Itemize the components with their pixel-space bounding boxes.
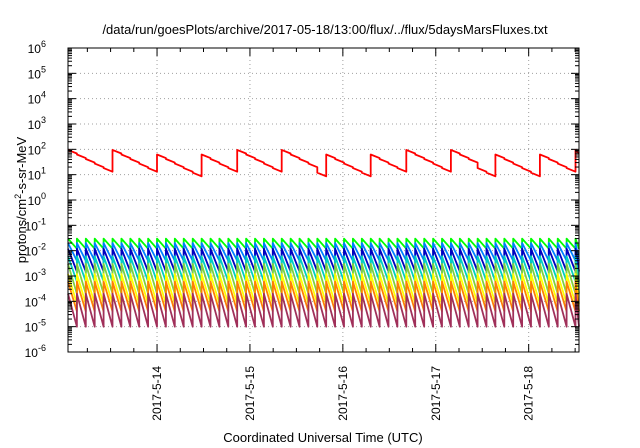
x-tick-label: 2017-5-17 <box>429 366 443 421</box>
y-tick-label-base: 10 <box>28 67 42 81</box>
y-tick-label: 10-4 <box>25 292 46 309</box>
x-tick-label: 2017-5-18 <box>522 366 536 421</box>
y-tick-label: 10-1 <box>25 216 46 233</box>
y-tick-label: 10-5 <box>25 318 46 335</box>
y-tick-label-exp: 2 <box>41 140 46 150</box>
y-tick-label-exp: -4 <box>38 292 46 302</box>
y-tick-label-base: 10 <box>28 194 42 208</box>
y-axis-label: protons/cm2-s-sr-MeV <box>13 136 29 263</box>
y-tick-label-exp: -6 <box>38 343 46 353</box>
y-tick-label-base: 10 <box>28 143 42 157</box>
series-line <box>67 149 580 178</box>
y-tick-label-base: 10 <box>25 321 39 335</box>
y-tick-label: 104 <box>28 90 46 107</box>
y-tick-label-exp: -1 <box>38 216 46 226</box>
series-line <box>67 292 580 328</box>
y-tick-label-base: 10 <box>25 245 39 259</box>
y-tick-label-base: 10 <box>28 42 42 56</box>
y-tick-labels: 10-610-510-410-310-210-11001011021031041… <box>25 39 46 360</box>
ticks <box>68 47 579 353</box>
x-tick-label: 2017-5-14 <box>150 366 164 421</box>
x-tick-labels: 2017-5-14 2017-5-15 2017-5-16 2017-5-17 2017… <box>150 366 536 421</box>
y-tick-label-exp: 5 <box>41 64 46 74</box>
y-tick-label-exp: 6 <box>41 39 46 49</box>
y-tick-label: 10-3 <box>25 267 46 284</box>
y-tick-label-exp: 4 <box>41 90 46 100</box>
chart-title: /data/run/goesPlots/archive/2017-05-18/1… <box>102 22 548 37</box>
y-tick-label: 103 <box>28 115 46 132</box>
y-axis-label-pre: protons/cm <box>14 199 29 263</box>
x-axis-label: Coordinated Universal Time (UTC) <box>223 430 422 445</box>
y-tick-label-base: 10 <box>25 219 39 233</box>
y-tick-label-exp: 1 <box>41 166 46 176</box>
y-tick-label-base: 10 <box>25 295 39 309</box>
y-tick-label: 10-6 <box>25 343 46 360</box>
y-tick-label-base: 10 <box>25 346 39 360</box>
y-tick-label-base: 10 <box>28 118 42 132</box>
y-axis-label-sup: 2 <box>13 194 23 199</box>
x-tick-label: 2017-5-15 <box>243 366 257 421</box>
y-tick-label-base: 10 <box>28 169 42 183</box>
y-tick-label: 106 <box>28 39 46 56</box>
y-axis-label-post: -s-sr-MeV <box>14 136 29 193</box>
y-tick-label: 100 <box>28 191 46 208</box>
grid <box>68 48 579 352</box>
y-tick-label-exp: -3 <box>38 267 46 277</box>
y-tick-label: 10-2 <box>25 242 46 259</box>
y-tick-label-exp: 0 <box>41 191 46 201</box>
y-tick-label: 102 <box>28 140 46 157</box>
x-tick-label: 2017-5-16 <box>336 366 350 421</box>
y-tick-label-base: 10 <box>28 93 42 107</box>
series-group <box>67 149 580 328</box>
y-tick-label-exp: -5 <box>38 318 46 328</box>
y-tick-label: 101 <box>28 166 46 183</box>
y-tick-label-exp: 3 <box>41 115 46 125</box>
y-tick-label: 105 <box>28 64 46 81</box>
y-tick-label-base: 10 <box>25 270 39 284</box>
y-tick-label-exp: -2 <box>38 242 46 252</box>
